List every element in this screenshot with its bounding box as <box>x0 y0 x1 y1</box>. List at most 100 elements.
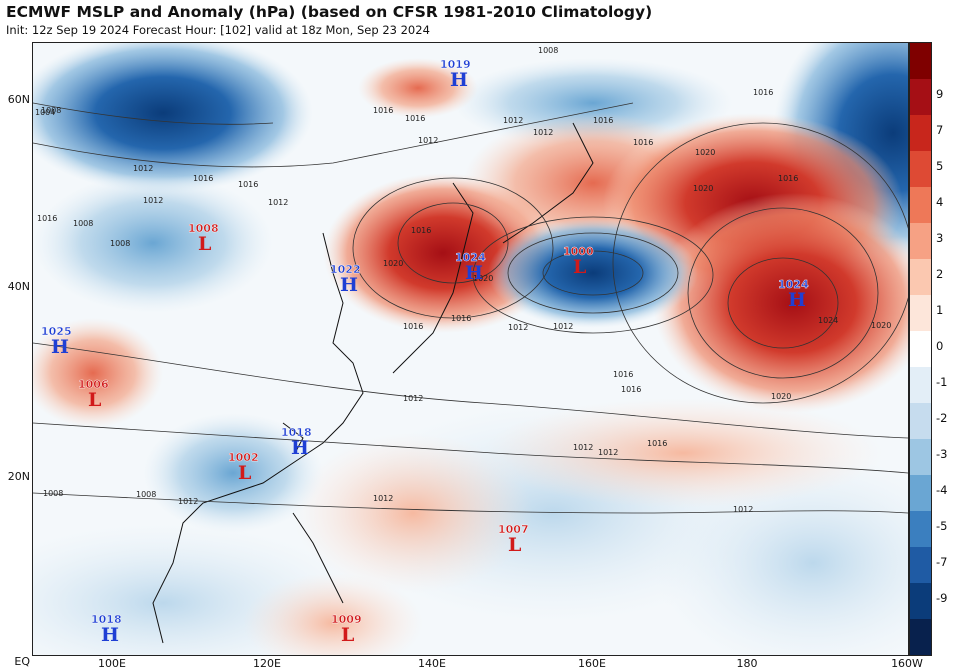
longitude-label: 180 <box>736 657 758 670</box>
high-marker: H <box>101 624 119 646</box>
anomaly-colorbar <box>909 42 932 656</box>
isobar-labels: 1008 1016 1012 1016 1016 1012 1016 1020 1016 1016… <box>35 46 891 514</box>
anomaly-shading <box>33 43 908 655</box>
isobar-label: 1012 <box>503 116 523 125</box>
isobar-label: 1016 <box>593 116 613 125</box>
isobar-label: 1012 <box>733 505 753 514</box>
colorbar-label: 3 <box>936 231 944 245</box>
isobar-label: 1016 <box>778 174 798 183</box>
isobar-label: 1016 <box>411 226 431 235</box>
isobar-label: 1016 <box>373 106 393 115</box>
isobar-label: 1012 <box>373 494 393 503</box>
low-marker: L <box>573 256 586 278</box>
colorbar-label: -1 <box>936 375 948 389</box>
center-pressure-value: 1002 <box>228 451 259 464</box>
isobar-label: 1008 <box>73 219 93 228</box>
chart-subtitle: Init: 12z Sep 19 2024 Forecast Hour: [10… <box>6 23 430 37</box>
isobar-label: 1016 <box>451 314 471 323</box>
isobar-label: 1012 <box>143 196 163 205</box>
latitude-label: 40N <box>7 280 30 293</box>
center-pressure-value: 1007 <box>498 523 529 536</box>
low-marker: L <box>508 534 521 556</box>
colorbar-swatch <box>910 619 931 656</box>
colorbar-label: 7 <box>936 123 944 137</box>
anomaly-map: 1008 1016 1012 1016 1016 1012 1016 1020 1016 1016… <box>33 43 908 655</box>
latitude-label: 20N <box>7 470 30 483</box>
colorbar-swatch <box>910 547 931 584</box>
isobar-label: 1016 <box>753 88 773 97</box>
map-panel: 1008 1016 1012 1016 1016 1012 1016 1020 1016 1016… <box>32 42 909 656</box>
isobar-label: 1012 <box>508 323 528 332</box>
colorbar-swatch <box>910 331 931 368</box>
isobar-label: 1016 <box>238 180 258 189</box>
colorbar-swatch <box>910 187 931 224</box>
colorbar-label: -3 <box>936 447 948 461</box>
isobar-label: 1020 <box>693 184 713 193</box>
longitude-label: 140E <box>418 657 446 670</box>
colorbar-swatch <box>910 115 931 152</box>
colorbar-swatch <box>910 79 931 116</box>
high-marker: H <box>340 274 358 296</box>
colorbar-swatch <box>910 583 931 620</box>
pressure-centers: 1019H1008L1022H1024H1000L1024H1025H1006L… <box>41 58 809 646</box>
isobar-label: 1008 <box>136 490 156 499</box>
isobar-label: 1008 <box>43 489 63 498</box>
colorbar-label: -4 <box>936 483 948 497</box>
isobar-label: 1020 <box>771 392 791 401</box>
isobar-label: 1012 <box>598 448 618 457</box>
colorbar-label: 9 <box>936 87 944 101</box>
center-pressure-value: 1018 <box>91 613 122 626</box>
colorbar-swatch <box>910 151 931 188</box>
isobar-label: 1012 <box>178 497 198 506</box>
isobar-label: 1016 <box>403 322 423 331</box>
colorbar-label: 4 <box>936 195 944 209</box>
colorbar-label: -5 <box>936 519 948 533</box>
colorbar-label: 0 <box>936 339 944 353</box>
colorbar-label: 2 <box>936 267 944 281</box>
isobar-label: 1016 <box>633 138 653 147</box>
chart-title: ECMWF MSLP and Anomaly (hPa) (based on C… <box>6 3 653 21</box>
isobar-label: 1012 <box>133 164 153 173</box>
isobars <box>33 102 908 514</box>
colorbar-swatch <box>910 43 931 80</box>
center-pressure-value: 1025 <box>41 325 72 338</box>
center-pressure-value: 1008 <box>188 222 219 235</box>
center-pressure-value: 1006 <box>78 378 109 391</box>
colorbar-label: 5 <box>936 159 944 173</box>
high-marker: H <box>51 336 69 358</box>
colorbar-swatch <box>910 403 931 440</box>
low-marker: L <box>238 462 251 484</box>
high-marker: H <box>450 69 468 91</box>
latitude-label: EQ <box>14 655 30 668</box>
colorbar-swatch <box>910 439 931 476</box>
isobar-label: 1008 <box>110 239 130 248</box>
colorbar-label: 1 <box>936 303 944 317</box>
isobar-label: 1020 <box>695 148 715 157</box>
center-pressure-value: 1018 <box>281 426 312 439</box>
colorbar-swatches <box>910 43 931 656</box>
center-pressure-value: 1022 <box>330 263 361 276</box>
center-pressure-value: 1024 <box>455 251 486 264</box>
isobar-label: 1016 <box>621 385 641 394</box>
center-pressure-value: 1000 <box>563 245 594 258</box>
colorbar-swatch <box>910 511 931 548</box>
isobar-label: 1016 <box>647 439 667 448</box>
colorbar-swatch <box>910 223 931 260</box>
low-marker: L <box>198 233 211 255</box>
low-marker: L <box>88 389 101 411</box>
high-marker: H <box>465 262 483 284</box>
isobar-label: 1012 <box>418 136 438 145</box>
longitude-label: 160W <box>891 657 923 670</box>
colorbar-swatch <box>910 295 931 332</box>
